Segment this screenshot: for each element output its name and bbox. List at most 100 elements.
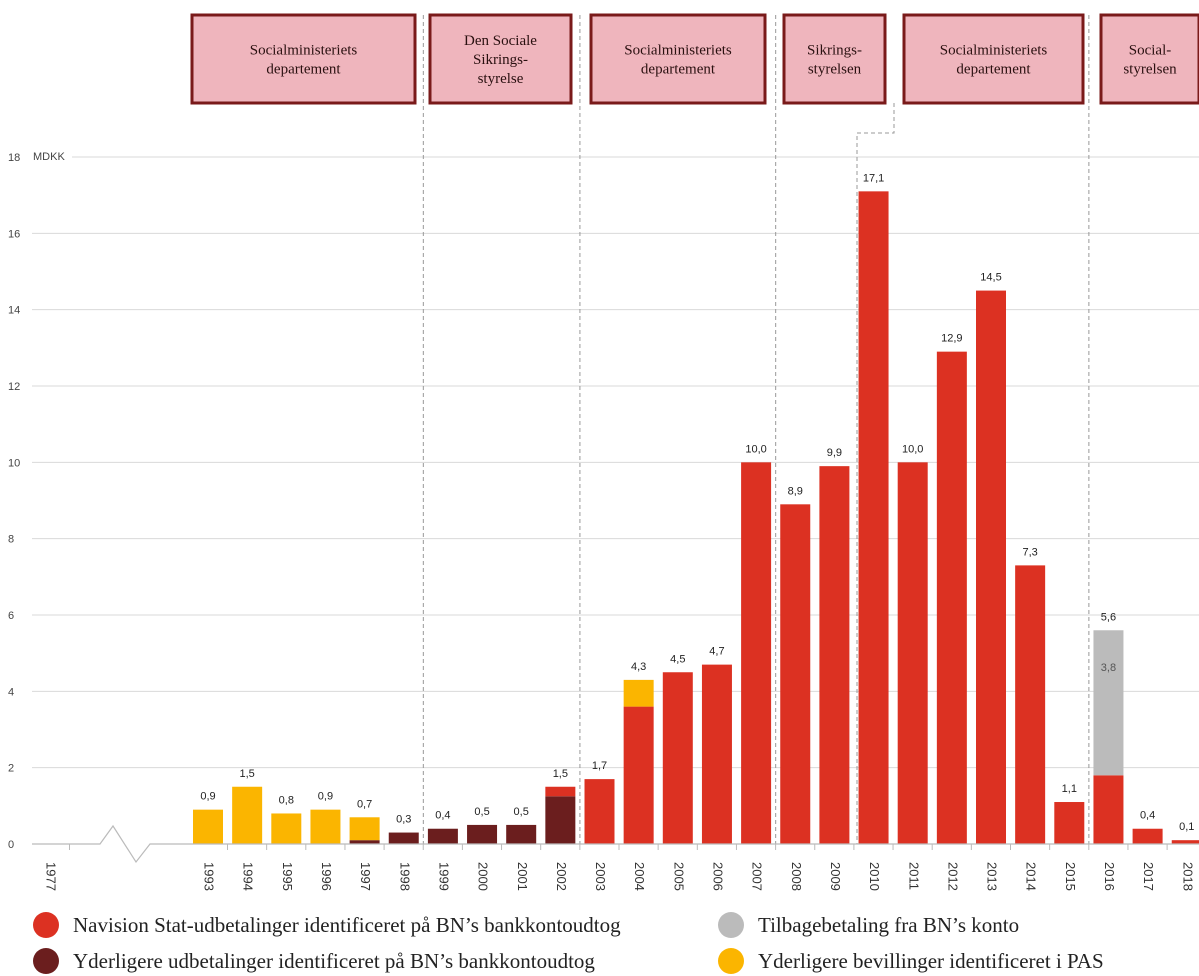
y-tick-label: 10 [8, 457, 20, 469]
chart-svg: Socialministeriets departement Den Sociale… [8, 13, 1199, 891]
x-tick-label: 1997 [358, 862, 373, 891]
bar-total-label: 9,9 [827, 447, 842, 459]
x-tick-label: 2005 [671, 862, 686, 891]
x-tick-label: 2001 [515, 862, 530, 891]
y-tick-label: 6 [8, 610, 14, 622]
x-tick-label: 2002 [554, 862, 569, 891]
x-tick-label: 2011 [906, 862, 921, 890]
x-tick-label: 2015 [1063, 862, 1078, 891]
bar-total-label: 17,1 [863, 172, 884, 184]
bar-total-label: 1,5 [553, 768, 568, 780]
bar-segment [388, 832, 419, 844]
bar-labels: 0,9 1,5 0,8 0,9 0,7 0,3 0,4 0,5 0,5 1,5 1,7 4,3 4,5 4… [200, 172, 1194, 833]
x-tick-label: 2017 [1141, 862, 1156, 891]
period-box [190, 13, 417, 105]
period-box-label: Den Sociale Sikrings-styrelse [464, 33, 537, 87]
bar-total-label: 12,9 [941, 333, 962, 345]
period-box [1099, 13, 1199, 105]
bar-segment [232, 786, 263, 844]
grid-layer [32, 156, 1199, 769]
bar-segment [701, 664, 732, 844]
period-box-label: Socialministeriets departement [940, 43, 1048, 78]
bar-segment [858, 191, 889, 845]
bar-total-label: 1,1 [1062, 783, 1077, 795]
x-tick-label: 2003 [593, 862, 608, 891]
x-tick-label: 1977 [44, 862, 59, 891]
x-tick-label: 1995 [280, 862, 295, 891]
x-tick-label: 1994 [241, 862, 256, 891]
bar-segment [349, 840, 380, 844]
y-tick-label: 2 [8, 763, 14, 775]
bar-segment [310, 809, 341, 844]
x-tick-label: 1999 [436, 862, 451, 891]
bar-total-label: 0,5 [474, 806, 489, 818]
x-tick-label: 2009 [828, 862, 843, 891]
bar-total-label: 0,9 [318, 791, 333, 803]
bar-total-label: 0,8 [279, 794, 294, 806]
x-tick-label: 1996 [319, 862, 334, 891]
bar-total-label: 0,4 [435, 810, 450, 822]
bar-total-label: 0,3 [396, 814, 411, 826]
bar-total-label: 8,9 [788, 485, 803, 497]
y-tick-label: 12 [8, 381, 20, 393]
bar-total-label: 0,1 [1179, 821, 1194, 833]
period-box-label: Sikrings-styrelsen [807, 43, 862, 78]
x-tick-label: 2006 [711, 862, 726, 891]
bar-segment [427, 828, 458, 844]
x-tick-label: 2007 [750, 862, 765, 891]
bar-inner-label: 3,8 [1101, 662, 1116, 674]
x-tick-label: 2010 [867, 862, 882, 891]
legend-item: Yderligere bevillinger identificeret i P… [718, 948, 1104, 974]
axes: MDKK 0 2 4 6 8 10 12 14 16 18 1977 1993 1994 1995 1996… [8, 151, 1199, 891]
bar-total-label: 1,7 [592, 760, 607, 772]
legend-swatch [33, 948, 59, 974]
bar-total-label: 7,3 [1023, 546, 1038, 558]
bar-total-label: 1,5 [240, 768, 255, 780]
bar-segment [1171, 840, 1199, 844]
x-tick-label: 2013 [985, 862, 1000, 891]
bar-segment [897, 462, 928, 844]
legend-item: Tilbagebetaling fra BN’s konto [718, 912, 1019, 938]
period-box [902, 13, 1085, 105]
bar-total-label: 0,9 [200, 791, 215, 803]
bar-segment [506, 824, 537, 844]
bar-segment [1132, 828, 1163, 844]
x-tick-label: 1993 [202, 862, 217, 891]
period-box [782, 13, 887, 105]
y-tick-label: 8 [8, 534, 14, 546]
legend-label: Yderligere udbetalinger identificeret på… [73, 948, 595, 973]
bar-segment [545, 796, 576, 844]
bar-total-label: 0,7 [357, 798, 372, 810]
bar-total-label: 10,0 [902, 443, 923, 455]
bar-segment [467, 824, 498, 844]
legend-label: Yderligere bevillinger identificeret i P… [758, 948, 1104, 973]
x-tick-label: 2014 [1024, 862, 1039, 891]
bar-segment [271, 813, 302, 844]
legend-swatch [33, 912, 59, 938]
bar-segment [976, 290, 1006, 844]
x-tick-label: 2016 [1102, 862, 1117, 891]
bar-segment [780, 504, 811, 844]
bar-total-label: 0,4 [1140, 810, 1155, 822]
x-tick-label: 2018 [1180, 862, 1195, 891]
x-tick-label: 2004 [632, 862, 647, 891]
legend-label: Tilbagebetaling fra BN’s konto [758, 912, 1020, 937]
y-tick-label: 14 [8, 305, 20, 317]
legend-label: Navision Stat-udbetalinger identificeret… [73, 912, 621, 937]
y-tick-label: 18 [8, 152, 20, 164]
period-dividers [422, 15, 1090, 844]
x-tick-label: 2008 [789, 862, 804, 891]
legend-swatch [718, 948, 744, 974]
bar-segment [819, 466, 850, 844]
period-divider [856, 103, 895, 844]
bar-segment [545, 786, 576, 797]
bar-segment [623, 679, 654, 707]
x-axis-baseline [32, 824, 1199, 864]
bar-segment [741, 462, 772, 844]
bar-segment [349, 817, 380, 841]
legend-item: Yderligere udbetalinger identificeret på… [33, 948, 595, 974]
bar-segment [193, 809, 223, 844]
bar-total-label: 4,5 [670, 653, 685, 665]
bar-segment [662, 672, 693, 844]
period-box [589, 13, 767, 105]
